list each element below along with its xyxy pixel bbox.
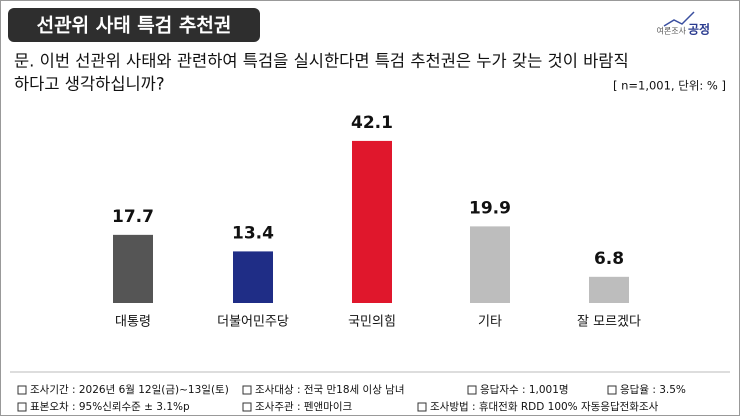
value-label: 6.8 bbox=[594, 249, 624, 269]
category-label: 대통령 bbox=[115, 315, 151, 330]
category-label: 기타 bbox=[478, 315, 502, 330]
value-label: 17.7 bbox=[112, 207, 154, 227]
title: 선관위 사태 특검 추천권 bbox=[37, 15, 232, 37]
bullet bbox=[467, 385, 477, 395]
sample-note: [ n=1,001, 단위: % ] bbox=[613, 79, 726, 93]
value-label: 19.9 bbox=[469, 198, 511, 218]
footer-note: 조사대상 : 전국 만18세 이상 남녀 bbox=[255, 384, 405, 396]
question: 하다고 생각하십니까? bbox=[14, 75, 165, 94]
footer-note: 조사방법 : 휴대전화 RDD 100% 자동응답전화조사 bbox=[430, 401, 659, 413]
category-label: 잘 모르겠다 bbox=[577, 315, 641, 330]
footer-note: 응답율 : 3.5% bbox=[620, 384, 686, 396]
value-label: 42.1 bbox=[351, 113, 393, 133]
footer-note: 조사기간 : 2026년 6월 12일(금)~13일(토) bbox=[30, 383, 229, 396]
bar bbox=[352, 140, 392, 303]
bar bbox=[589, 276, 629, 303]
bar bbox=[233, 251, 273, 303]
category-label: 국민의힘 bbox=[348, 315, 396, 330]
title-box bbox=[8, 8, 260, 42]
bar bbox=[113, 234, 153, 303]
bullet bbox=[17, 402, 27, 412]
bullet bbox=[417, 402, 427, 412]
bullet bbox=[607, 385, 617, 395]
category-label: 더불어민주당 bbox=[217, 315, 289, 330]
logo-main: 공정 bbox=[688, 22, 710, 37]
bullet bbox=[242, 402, 252, 412]
logo-icon bbox=[663, 11, 695, 27]
value-label: 13.4 bbox=[232, 223, 274, 243]
bullet bbox=[17, 385, 27, 395]
bar bbox=[470, 226, 510, 303]
bullet bbox=[242, 385, 252, 395]
logo-small: 여론조사 bbox=[657, 26, 687, 36]
footer-note: 응답자수 : 1,001명 bbox=[480, 384, 569, 396]
question: 문. 이번 선관위 사태와 관련하여 특검을 실시한다면 특검 추천권은 누가 … bbox=[14, 52, 629, 71]
footer-note: 조사주관 : 펜앤마이크 bbox=[255, 401, 352, 413]
footer-note: 표본오차 : 95%신뢰수준 ± 3.1%p bbox=[30, 401, 190, 413]
